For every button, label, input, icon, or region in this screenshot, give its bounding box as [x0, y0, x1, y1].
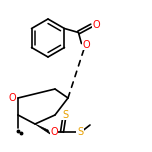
Text: S: S — [77, 127, 83, 137]
Text: S: S — [62, 110, 68, 120]
Polygon shape — [35, 124, 50, 134]
Text: O: O — [8, 93, 16, 103]
Text: O: O — [93, 19, 100, 29]
Text: O: O — [83, 40, 90, 50]
Text: O: O — [50, 127, 58, 137]
